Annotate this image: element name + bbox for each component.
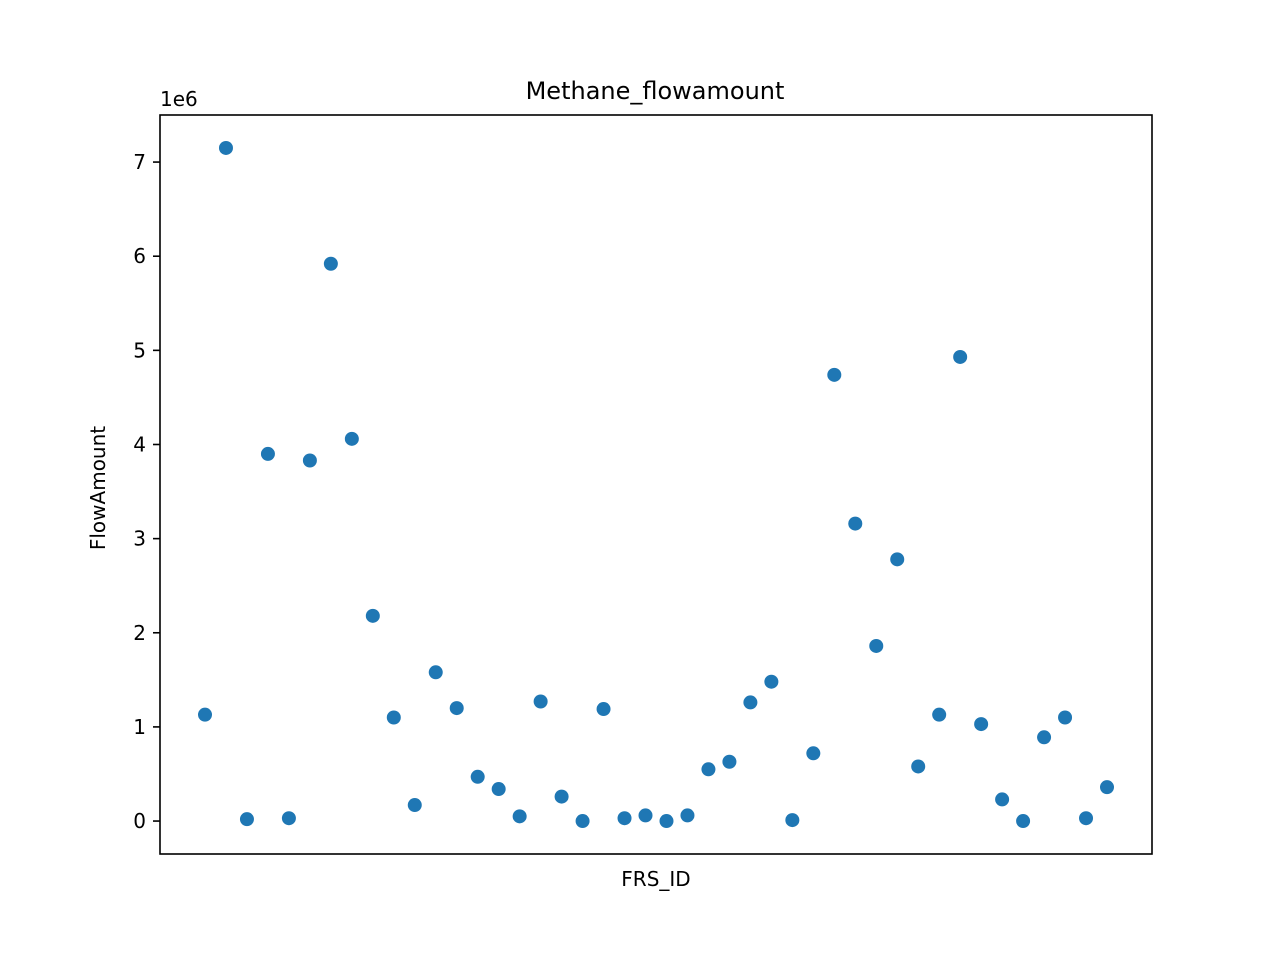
data-point bbox=[680, 808, 695, 823]
data-point bbox=[848, 516, 863, 531]
data-point bbox=[995, 792, 1010, 807]
data-point bbox=[302, 453, 317, 468]
data-point bbox=[764, 674, 779, 689]
data-point bbox=[512, 809, 527, 824]
data-point bbox=[596, 702, 611, 717]
y-axis-label: FlowAmount bbox=[86, 426, 110, 550]
data-point bbox=[869, 638, 884, 653]
data-point bbox=[911, 759, 926, 774]
data-point bbox=[554, 789, 569, 804]
data-point bbox=[722, 754, 737, 769]
data-point bbox=[1100, 780, 1114, 795]
data-point bbox=[617, 811, 632, 826]
data-point bbox=[659, 814, 674, 829]
data-point bbox=[806, 746, 821, 761]
data-point bbox=[470, 769, 485, 784]
data-point bbox=[344, 431, 359, 446]
data-point bbox=[701, 762, 716, 777]
data-point bbox=[365, 608, 380, 623]
data-point bbox=[260, 446, 275, 461]
y-axis-ticks: 0 1 2 3 4 5 6 7 bbox=[133, 150, 160, 833]
x-axis-label: FRS_ID bbox=[621, 867, 690, 891]
data-point bbox=[428, 665, 443, 680]
data-point bbox=[239, 812, 254, 827]
data-point bbox=[785, 813, 800, 828]
chart-title: Methane_flowamount bbox=[526, 77, 785, 105]
y-tick-label: 3 bbox=[133, 527, 146, 551]
y-tick-label: 0 bbox=[133, 809, 146, 833]
y-tick-label: 2 bbox=[133, 621, 146, 645]
y-axis-offset-label: 1e6 bbox=[160, 87, 198, 111]
data-point bbox=[974, 717, 989, 732]
data-point bbox=[575, 814, 590, 829]
data-point bbox=[533, 694, 548, 709]
data-points bbox=[198, 140, 1114, 829]
data-point bbox=[1079, 811, 1094, 826]
data-point bbox=[1058, 710, 1073, 725]
data-point bbox=[638, 808, 653, 823]
y-tick-label: 4 bbox=[133, 432, 146, 456]
y-tick-label: 5 bbox=[133, 338, 146, 362]
data-point bbox=[890, 552, 905, 567]
data-point bbox=[407, 798, 422, 813]
data-point bbox=[386, 710, 401, 725]
data-point bbox=[1037, 730, 1052, 745]
y-tick-label: 7 bbox=[133, 150, 146, 174]
data-point bbox=[449, 701, 464, 716]
y-tick-label: 6 bbox=[133, 244, 146, 268]
data-point bbox=[953, 349, 968, 364]
data-point bbox=[743, 695, 758, 710]
data-point bbox=[932, 707, 947, 722]
plot-area-frame bbox=[159, 114, 1153, 855]
data-point bbox=[491, 782, 506, 797]
data-point bbox=[827, 367, 842, 382]
data-point bbox=[198, 707, 212, 722]
y-tick-label: 1 bbox=[133, 715, 146, 739]
data-point bbox=[1016, 814, 1031, 829]
data-point bbox=[323, 256, 338, 271]
data-point bbox=[218, 140, 233, 155]
data-point bbox=[281, 811, 296, 826]
